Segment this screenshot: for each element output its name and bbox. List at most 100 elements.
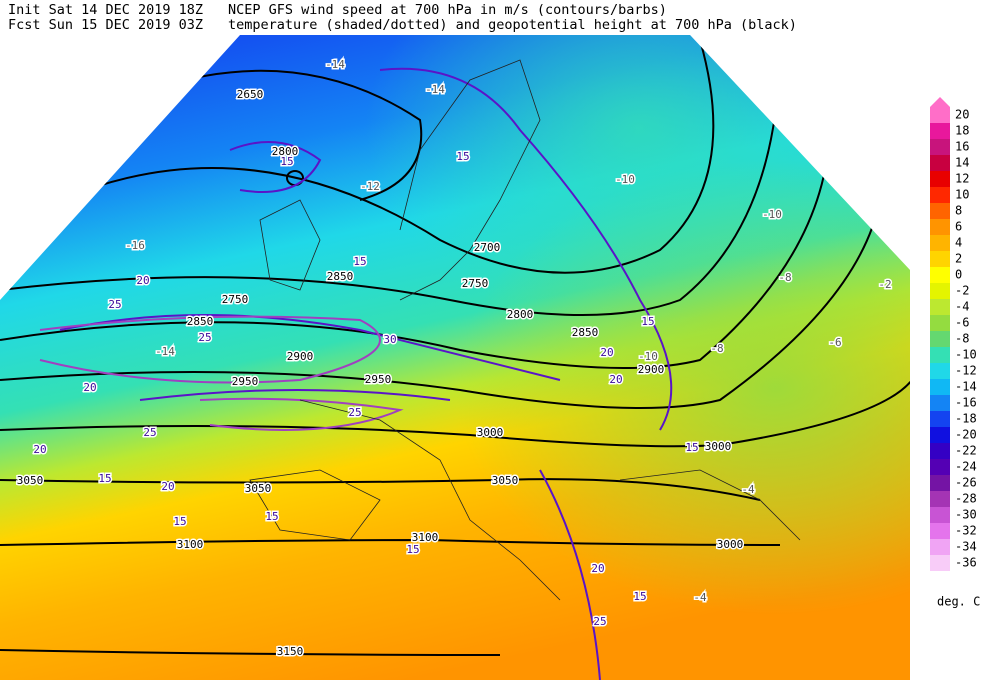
- colorbar-tick-label: 16: [955, 140, 969, 154]
- colorbar-tick-label: -4: [955, 300, 969, 314]
- colorbar-swatch: [930, 363, 950, 379]
- colorbar-swatch: [930, 507, 950, 523]
- wind-label: 25: [143, 426, 156, 439]
- colorbar-swatch: [930, 283, 950, 299]
- colorbar-tick-label: -26: [955, 476, 977, 490]
- colorbar-tick-label: 8: [955, 204, 962, 218]
- temperature-label: -6: [828, 336, 841, 349]
- temperature-label: -8: [778, 271, 791, 284]
- colorbar-swatch: [930, 123, 950, 139]
- wind-label: 15: [280, 155, 293, 168]
- wind-label: 20: [161, 480, 174, 493]
- temperature-label: -8: [710, 342, 723, 355]
- wind-label: 25: [198, 331, 211, 344]
- temperature-shading: [0, 35, 910, 680]
- colorbar-swatch: [930, 155, 950, 171]
- colorbar: 20181614121086420-2-4-6-8-10-12-14-16-18…: [930, 97, 977, 571]
- height-label: 3100: [412, 531, 439, 544]
- temperature-label: -12: [360, 180, 380, 193]
- colorbar-tick-label: -2: [955, 284, 969, 298]
- wind-label: 20: [609, 373, 622, 386]
- wind-label: 15: [173, 515, 186, 528]
- colorbar-tick-label: 2: [955, 252, 962, 266]
- colorbar-swatch: [930, 107, 950, 123]
- wind-label: 20: [600, 346, 613, 359]
- height-label: 3150: [277, 645, 304, 658]
- colorbar-tick-label: 20: [955, 108, 969, 122]
- temperature-label: -10: [615, 173, 635, 186]
- height-label: 2650: [237, 88, 264, 101]
- colorbar-tick-label: -22: [955, 444, 977, 458]
- height-label: 2800: [507, 308, 534, 321]
- title-line: temperature (shaded/dotted) and geopoten…: [228, 17, 797, 33]
- wind-label: 20: [136, 274, 149, 287]
- colorbar-swatch: [930, 523, 950, 539]
- height-label: 2850: [327, 270, 354, 283]
- colorbar-swatch: [930, 299, 950, 315]
- wind-label: 20: [33, 443, 46, 456]
- wind-label: 15: [98, 472, 111, 485]
- temperature-label: -4: [741, 483, 755, 496]
- colorbar-swatch: [930, 187, 950, 203]
- colorbar-tick-label: 0: [955, 268, 962, 282]
- colorbar-swatch: [930, 235, 950, 251]
- colorbar-swatch: [930, 395, 950, 411]
- height-label: 2950: [232, 375, 259, 388]
- height-label: 2950: [365, 373, 392, 386]
- colorbar-swatch: [930, 475, 950, 491]
- wind-label: 15: [685, 441, 698, 454]
- wind-label: 15: [641, 315, 654, 328]
- colorbar-tick-label: -10: [955, 348, 977, 362]
- colorbar-tick-label: -30: [955, 508, 977, 522]
- wind-label: 15: [456, 150, 469, 163]
- wind-contours: [59, 67, 673, 680]
- height-label: 2850: [187, 315, 214, 328]
- colorbar-tick-label: -8: [955, 332, 969, 346]
- wind-label: 20: [83, 381, 96, 394]
- colorbar-swatch: [930, 251, 950, 267]
- colorbar-tick-label: 14: [955, 156, 969, 170]
- colorbar-tick-label: -32: [955, 524, 977, 538]
- height-contours: [0, 39, 910, 656]
- colorbar-tick-label: 6: [955, 220, 962, 234]
- height-label: 3050: [245, 482, 272, 495]
- wind-contours: [39, 315, 404, 431]
- init-time: Init Sat 14 DEC 2019 18Z: [8, 2, 203, 18]
- colorbar-swatch: [930, 411, 950, 427]
- colorbar-arrow: [930, 97, 950, 107]
- colorbar-tick-label: -36: [955, 556, 977, 570]
- colorbar-swatch: [930, 267, 950, 283]
- colorbar-swatch: [930, 491, 950, 507]
- colorbar-unit: deg. C: [937, 595, 980, 609]
- height-label: 3050: [17, 474, 44, 487]
- colorbar-swatch: [930, 219, 950, 235]
- coastlines: [249, 59, 801, 601]
- height-label: 3000: [477, 426, 504, 439]
- height-label: 2850: [572, 326, 599, 339]
- colorbar-tick-label: 10: [955, 188, 969, 202]
- colorbar-tick-label: -6: [955, 316, 969, 330]
- map-area: [0, 35, 910, 680]
- wind-label: 15: [406, 543, 419, 556]
- colorbar-swatch: [930, 171, 950, 187]
- temperature-label: -4: [693, 591, 707, 604]
- colorbar-swatch: [930, 379, 950, 395]
- colorbar-tick-label: -12: [955, 364, 977, 378]
- colorbar-tick-label: -20: [955, 428, 977, 442]
- height-label: 2800: [272, 145, 299, 158]
- colorbar-tick-label: -18: [955, 412, 977, 426]
- temperature-label: -10: [638, 350, 658, 363]
- wind-label: 15: [633, 590, 646, 603]
- height-label: 3100: [177, 538, 204, 551]
- colorbar-swatch: [930, 459, 950, 475]
- map-labels: 2650 2800 2850 2750 2850 2900 2950 2950 3000 3050…: [15, 57, 893, 660]
- forecast-time: Fcst Sun 15 DEC 2019 03Z: [8, 17, 203, 33]
- temperature-label: -14: [425, 83, 445, 96]
- height-label: 3050: [492, 474, 519, 487]
- wind-label: 25: [593, 615, 606, 628]
- height-label: 2750: [222, 293, 249, 306]
- colorbar-swatch: [930, 443, 950, 459]
- colorbar-swatch: [930, 347, 950, 363]
- height-label: 2700: [474, 241, 501, 254]
